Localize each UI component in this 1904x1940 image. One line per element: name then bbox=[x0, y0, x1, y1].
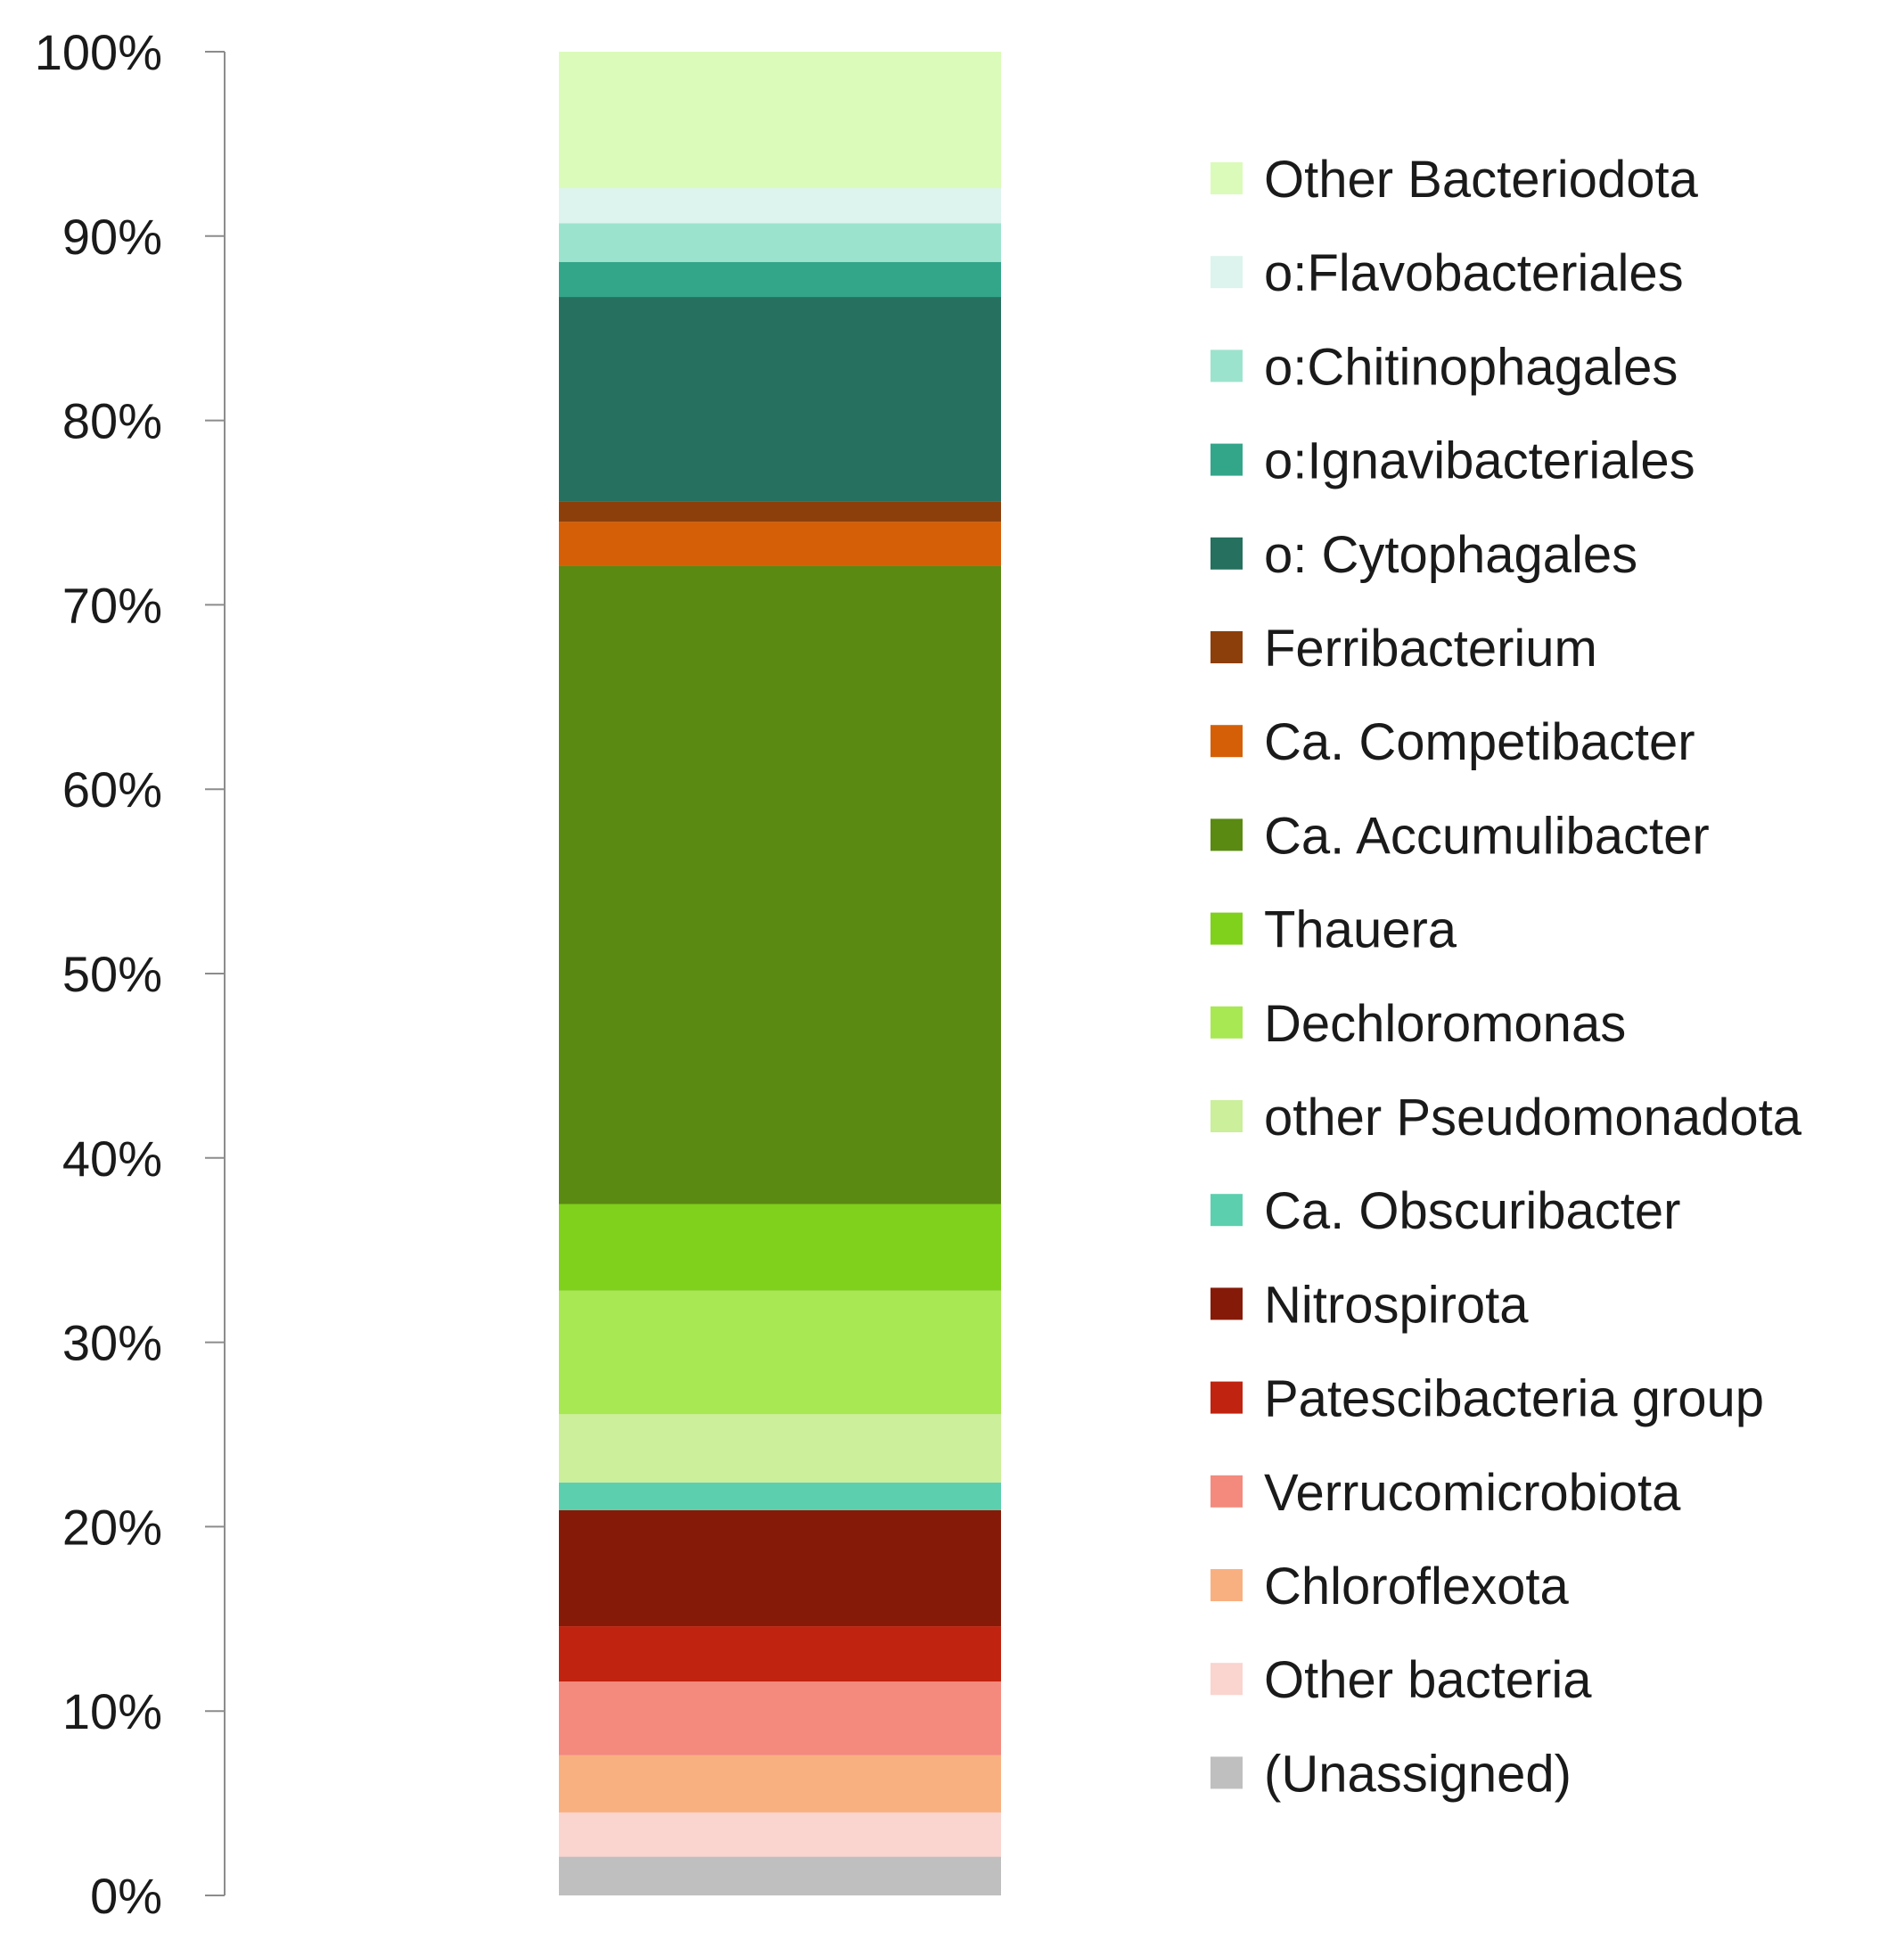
y-tick-label: 30% bbox=[62, 1315, 162, 1371]
legend-item: Verrucomicrobiota bbox=[1211, 1464, 1681, 1522]
legend-label: o:Chitinophagales bbox=[1264, 338, 1678, 396]
bar-segment bbox=[559, 1812, 1001, 1857]
legend-swatch bbox=[1211, 1287, 1243, 1320]
legend-swatch bbox=[1211, 1194, 1243, 1227]
y-tick-label: 40% bbox=[62, 1130, 162, 1187]
legend-item: Thauera bbox=[1211, 901, 1457, 959]
legend-label: Ca. Accumulibacter bbox=[1264, 807, 1710, 865]
legend-swatch bbox=[1211, 1663, 1243, 1696]
legend-swatch bbox=[1211, 1475, 1243, 1508]
y-tick-label: 80% bbox=[62, 393, 162, 449]
legend-swatch bbox=[1211, 1756, 1243, 1789]
legend-label: Ca. Obscuribacter bbox=[1264, 1182, 1680, 1240]
legend-label: o:Flavobacteriales bbox=[1264, 244, 1684, 302]
bar-segment bbox=[559, 223, 1001, 262]
legend-label: Ferribacterium bbox=[1264, 620, 1597, 678]
legend-item: Other Bacteriodota bbox=[1211, 151, 1699, 209]
legend-label: Patescibacteria group bbox=[1264, 1370, 1764, 1428]
bar-segment bbox=[559, 1681, 1001, 1755]
legend-item: Chloroflexota bbox=[1211, 1558, 1569, 1615]
legend-item: o:Flavobacteriales bbox=[1211, 244, 1684, 302]
legend-item: Ferribacterium bbox=[1211, 620, 1597, 678]
y-tick-label: 50% bbox=[62, 946, 162, 1002]
bar-segment bbox=[559, 1482, 1001, 1510]
y-tick-label: 10% bbox=[62, 1683, 162, 1739]
legend-item: other Pseudomonadota bbox=[1211, 1089, 1802, 1147]
y-tick-label: 100% bbox=[35, 24, 162, 80]
y-axis: 0% 10% 20% 30% 40% 50% 60% 70% 80% 90% 100% bbox=[35, 24, 226, 1924]
legend-item: Nitrospirota bbox=[1211, 1276, 1529, 1334]
legend-item: o:Chitinophagales bbox=[1211, 338, 1678, 396]
legend-swatch bbox=[1211, 1006, 1243, 1039]
legend-swatch bbox=[1211, 1381, 1243, 1414]
legend-item: o: Cytophagales bbox=[1211, 526, 1637, 584]
legend-label: Verrucomicrobiota bbox=[1264, 1464, 1681, 1522]
bar-segment bbox=[559, 1290, 1001, 1415]
legend-item: (Unassigned) bbox=[1211, 1745, 1572, 1803]
y-tick-label: 60% bbox=[62, 761, 162, 818]
bar-segment bbox=[559, 52, 1001, 189]
legend-label: (Unassigned) bbox=[1264, 1745, 1572, 1803]
legend-swatch bbox=[1211, 443, 1243, 476]
bar-segment bbox=[559, 522, 1001, 566]
legend-item: Ca. Obscuribacter bbox=[1211, 1182, 1680, 1240]
legend-item: Dechloromonas bbox=[1211, 995, 1626, 1053]
legend-label: Chloroflexota bbox=[1264, 1558, 1569, 1615]
bar-segments bbox=[559, 52, 1001, 1895]
legend: Other Bacteriodota o:Flavobacteriales o:Ch… bbox=[1211, 151, 1802, 1803]
legend-item: Patescibacteria group bbox=[1211, 1370, 1764, 1428]
bar-segment bbox=[559, 188, 1001, 224]
legend-swatch bbox=[1211, 1100, 1243, 1132]
legend-label: Other bacteria bbox=[1264, 1651, 1592, 1709]
bar-segment bbox=[559, 297, 1001, 502]
legend-label: Ca. Competibacter bbox=[1264, 713, 1695, 771]
legend-swatch bbox=[1211, 912, 1243, 945]
legend-swatch bbox=[1211, 256, 1243, 289]
legend-swatch bbox=[1211, 818, 1243, 851]
legend-swatch bbox=[1211, 725, 1243, 758]
legend-label: Dechloromonas bbox=[1264, 995, 1626, 1053]
legend-item: Ca. Accumulibacter bbox=[1211, 807, 1710, 865]
legend-swatch bbox=[1211, 537, 1243, 570]
bar-segment bbox=[559, 1626, 1001, 1682]
legend-label: Nitrospirota bbox=[1264, 1276, 1529, 1334]
legend-label: o:Ignavibacteriales bbox=[1264, 432, 1695, 490]
legend-swatch bbox=[1211, 349, 1243, 382]
bar-segment bbox=[559, 261, 1001, 298]
bar-segment bbox=[559, 1204, 1001, 1291]
bar-segment bbox=[559, 1856, 1001, 1895]
legend-label: Other Bacteriodota bbox=[1264, 151, 1699, 209]
y-tick-label: 20% bbox=[62, 1499, 162, 1555]
legend-label: Thauera bbox=[1264, 901, 1457, 959]
bar-segment bbox=[559, 501, 1001, 522]
legend-swatch bbox=[1211, 631, 1243, 663]
legend-item: Ca. Competibacter bbox=[1211, 713, 1695, 771]
legend-swatch bbox=[1211, 162, 1243, 194]
y-tick-label: 70% bbox=[62, 577, 162, 633]
bar-segment bbox=[559, 565, 1001, 1204]
bar-segment bbox=[559, 1414, 1001, 1483]
legend-item: Other bacteria bbox=[1211, 1651, 1592, 1709]
legend-label: o: Cytophagales bbox=[1264, 526, 1637, 584]
legend-label: other Pseudomonadota bbox=[1264, 1089, 1802, 1147]
y-tick-label: 90% bbox=[62, 209, 162, 265]
legend-item: o:Ignavibacteriales bbox=[1211, 432, 1695, 490]
y-tick-label: 0% bbox=[90, 1868, 162, 1924]
bar-segment bbox=[559, 1755, 1001, 1813]
bar-segment bbox=[559, 1509, 1001, 1627]
legend-swatch bbox=[1211, 1569, 1243, 1601]
